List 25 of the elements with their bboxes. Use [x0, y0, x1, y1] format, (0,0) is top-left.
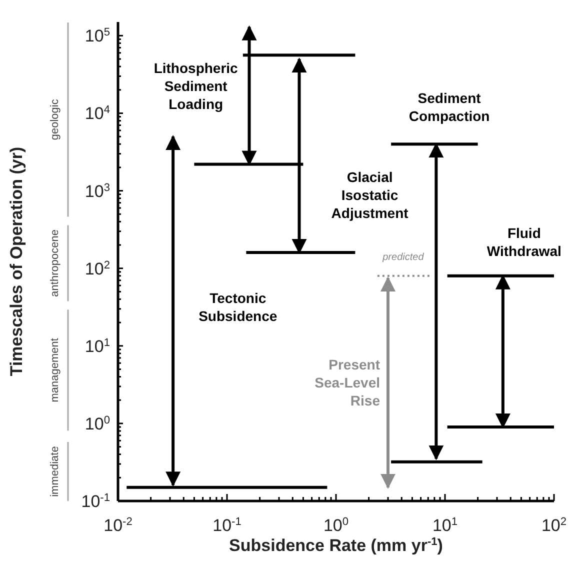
- text: immediate: [49, 446, 61, 497]
- x-tick-label: 10$^{0}$: [323, 516, 349, 535]
- text: anthropocene: [49, 230, 61, 297]
- y-tick-label: 10$^{-1}$: [81, 492, 110, 511]
- y-axis-title: Timescales of Operation (yr): [7, 146, 26, 376]
- y-tick-label: 10$^{1}$: [84, 336, 110, 356]
- annotation: Sediment Compaction: [408, 90, 490, 124]
- annotation: Lithospheric Sediment Loading: [154, 60, 238, 112]
- x-tick-label: 10$^{-1}$: [212, 516, 242, 535]
- y-tick-label: 10$^{2}$: [84, 259, 110, 278]
- x-tick-label: 10$^{2}$: [541, 516, 567, 535]
- annotation: Tectonic Subsidence: [198, 290, 278, 324]
- annotation: Fluid Withdrawal: [486, 225, 562, 260]
- x-tick-label: 10$^{-2}$: [104, 516, 132, 535]
- x-axis-title: Subsidence Rate (mm yr$^{-1}$): [229, 536, 443, 555]
- x-tick-label: 10$^{1}$: [432, 516, 458, 535]
- series-label: Present Sea-Level Rise: [314, 356, 380, 409]
- annotation: Glacial Isostatic Adjustment: [331, 168, 409, 221]
- text: geologic: [49, 98, 61, 140]
- y-tick-label: 10$^{3}$: [84, 182, 110, 201]
- y-tick-label: 10$^{5}$: [84, 26, 110, 46]
- y-tick-label: 10$^{0}$: [84, 414, 110, 434]
- text: management: [49, 338, 61, 402]
- annotation: predicted: [382, 252, 424, 264]
- y-tick-label: 10$^{4}$: [84, 104, 110, 124]
